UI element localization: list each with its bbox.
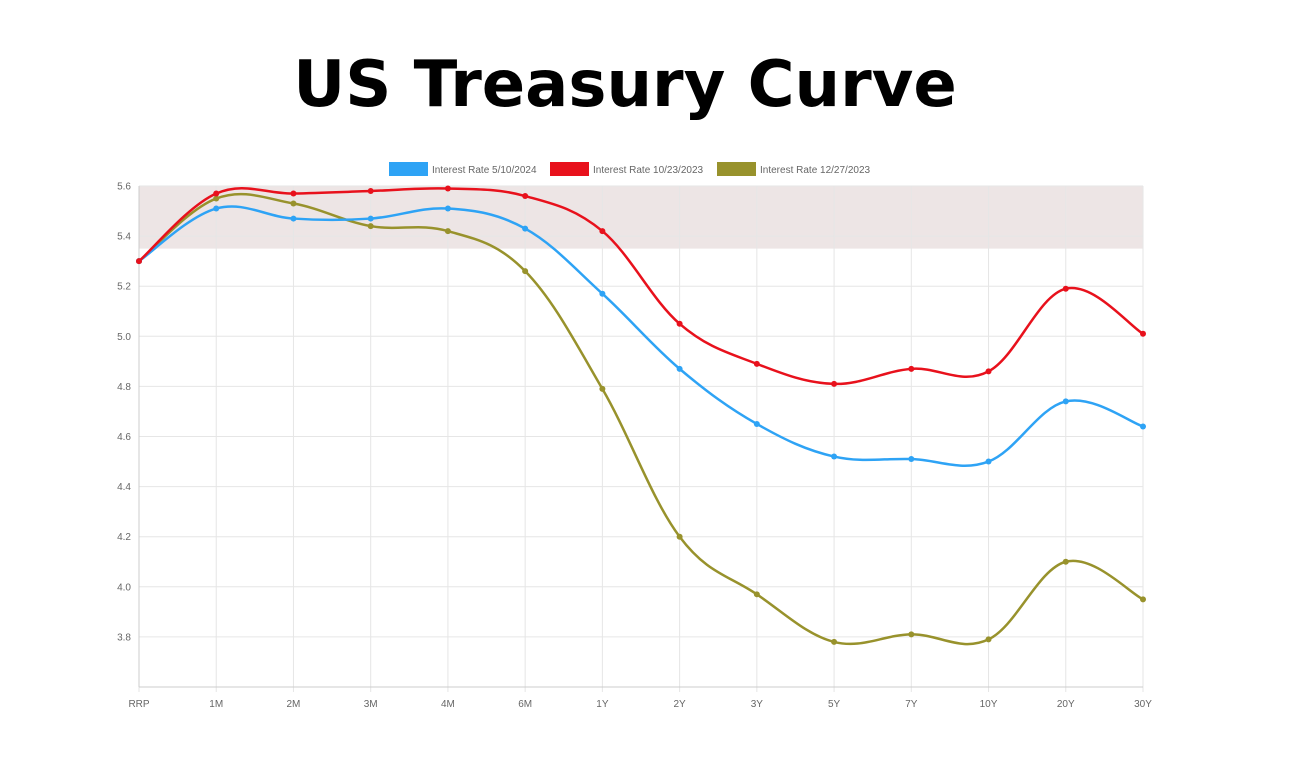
legend-label: Interest Rate 12/27/2023 bbox=[760, 165, 871, 176]
data-point[interactable] bbox=[908, 365, 915, 372]
data-point[interactable] bbox=[753, 420, 760, 427]
data-point[interactable] bbox=[831, 380, 838, 387]
x-tick-label: 4M bbox=[441, 699, 455, 710]
legend-item-2[interactable]: Interest Rate 10/23/2023 bbox=[550, 162, 704, 176]
data-point[interactable] bbox=[676, 365, 683, 372]
data-point[interactable] bbox=[367, 188, 374, 195]
data-point[interactable] bbox=[908, 631, 915, 638]
data-point[interactable] bbox=[985, 368, 992, 375]
y-tick-label: 4.0 bbox=[117, 582, 131, 593]
y-tick-label: 4.6 bbox=[117, 432, 131, 443]
data-point[interactable] bbox=[985, 458, 992, 465]
data-point[interactable] bbox=[522, 268, 529, 275]
y-tick-label: 3.8 bbox=[117, 632, 131, 643]
x-tick-label: 5Y bbox=[828, 699, 841, 710]
legend-swatch bbox=[389, 162, 428, 176]
x-tick-label: 3Y bbox=[751, 699, 764, 710]
data-point[interactable] bbox=[367, 215, 374, 222]
data-point[interactable] bbox=[599, 385, 606, 392]
legend-item-1[interactable]: Interest Rate 5/10/2024 bbox=[389, 162, 537, 176]
x-tick-label: 10Y bbox=[980, 699, 998, 710]
data-point[interactable] bbox=[599, 290, 606, 297]
legend-label: Interest Rate 5/10/2024 bbox=[432, 165, 537, 176]
data-point[interactable] bbox=[1062, 558, 1069, 565]
x-tick-label: 2M bbox=[287, 699, 301, 710]
data-point[interactable] bbox=[985, 636, 992, 643]
x-tick-label: 6M bbox=[518, 699, 532, 710]
data-point[interactable] bbox=[676, 320, 683, 327]
series-line bbox=[138, 192, 1144, 646]
grid bbox=[138, 185, 1144, 692]
axes: 3.8 4.0 4.2 4.4 4.6 4.8 5.0 5.2 5.4 5.6 RRP 1M 2M 3M 4… bbox=[117, 182, 1152, 711]
data-point[interactable] bbox=[1140, 423, 1146, 430]
data-point[interactable] bbox=[599, 228, 606, 235]
legend-item-3[interactable]: Interest Rate 12/27/2023 bbox=[717, 162, 871, 176]
y-tick-label: 5.0 bbox=[117, 332, 131, 343]
y-tick-label: 4.8 bbox=[117, 382, 131, 393]
data-point[interactable] bbox=[444, 185, 451, 192]
data-point[interactable] bbox=[753, 360, 760, 367]
series-layer bbox=[136, 185, 1146, 646]
y-tick-label: 4.4 bbox=[117, 482, 131, 493]
x-tick-label: 20Y bbox=[1057, 699, 1075, 710]
data-point[interactable] bbox=[213, 205, 220, 212]
x-tick-label: 3M bbox=[364, 699, 378, 710]
data-point[interactable] bbox=[676, 533, 683, 540]
data-point[interactable] bbox=[444, 228, 451, 235]
x-tick-label: RRP bbox=[128, 699, 149, 710]
chart-title: US Treasury Curve bbox=[293, 48, 957, 122]
y-tick-label: 5.6 bbox=[117, 182, 131, 193]
data-point[interactable] bbox=[831, 453, 838, 460]
data-point[interactable] bbox=[831, 638, 838, 645]
reference-band bbox=[139, 186, 1143, 249]
x-tick-label: 1M bbox=[209, 699, 223, 710]
data-point[interactable] bbox=[908, 456, 915, 463]
x-tick-label: 30Y bbox=[1134, 699, 1152, 710]
legend-label: Interest Rate 10/23/2023 bbox=[593, 165, 704, 176]
data-point[interactable] bbox=[290, 190, 297, 197]
series-2 bbox=[136, 185, 1146, 387]
data-point[interactable] bbox=[522, 225, 529, 232]
y-tick-label: 5.4 bbox=[117, 232, 131, 243]
data-point[interactable] bbox=[290, 215, 297, 222]
data-point[interactable] bbox=[522, 193, 529, 200]
legend-swatch bbox=[717, 162, 756, 176]
data-point[interactable] bbox=[1140, 596, 1146, 603]
y-tick-label: 4.2 bbox=[117, 532, 131, 543]
data-point[interactable] bbox=[213, 190, 220, 197]
x-tick-label: 2Y bbox=[673, 699, 686, 710]
data-point[interactable] bbox=[1062, 285, 1069, 292]
data-point[interactable] bbox=[367, 223, 374, 230]
data-point[interactable] bbox=[444, 205, 451, 212]
data-point[interactable] bbox=[136, 258, 142, 265]
x-tick-label: 1Y bbox=[596, 699, 609, 710]
data-point[interactable] bbox=[1062, 398, 1069, 405]
legend[interactable]: Interest Rate 5/10/2024 Interest Rate 10/… bbox=[389, 162, 871, 176]
y-tick-label: 5.2 bbox=[117, 282, 131, 293]
legend-swatch bbox=[550, 162, 589, 176]
x-tick-label: 7Y bbox=[905, 699, 918, 710]
data-point[interactable] bbox=[290, 200, 297, 207]
data-point[interactable] bbox=[213, 195, 220, 202]
series-3 bbox=[136, 192, 1146, 646]
data-point[interactable] bbox=[753, 591, 760, 598]
data-point[interactable] bbox=[1140, 330, 1146, 337]
